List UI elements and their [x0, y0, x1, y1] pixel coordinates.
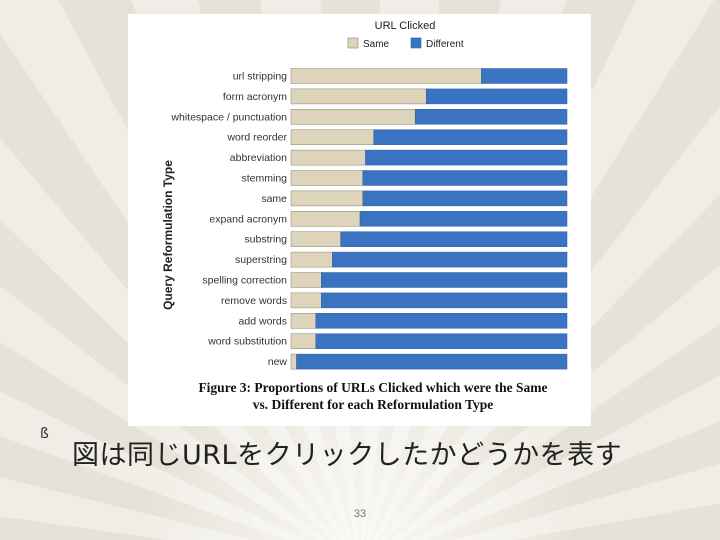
bar-different-14	[296, 353, 568, 370]
bar-same-4	[290, 149, 366, 166]
bar-different-9	[332, 251, 568, 268]
bar-same-5	[290, 170, 364, 186]
bar-same-0	[290, 68, 482, 84]
bar-different-0	[481, 68, 568, 84]
bar-different-11	[321, 292, 568, 309]
tick-label-9: superstring	[235, 254, 287, 266]
tick-label-12: add words	[239, 315, 287, 327]
bar-different-5	[362, 170, 568, 186]
bar-same-9	[290, 251, 333, 268]
tick-label-3: word reorder	[226, 132, 287, 144]
tick-label-1: form acronym	[223, 91, 287, 103]
tick-label-0: url stripping	[233, 71, 287, 83]
bar-same-10	[290, 272, 322, 288]
bar-same-13	[290, 333, 317, 349]
bar-same-12	[290, 313, 317, 329]
legend-label-different: Different	[426, 39, 464, 50]
bar-same-1	[290, 88, 427, 105]
category-tick-labels: url stripping form acronym whitespace / pu…	[170, 71, 287, 369]
bar-different-13	[315, 333, 568, 349]
bar-same-3	[290, 129, 375, 145]
figure-caption-line-1: Figure 3: Proportions of URLs Clicked wh…	[198, 380, 547, 395]
bar-different-8	[340, 231, 568, 247]
bar-same-7	[290, 211, 361, 227]
bar-different-2	[414, 109, 568, 125]
page-number: 33	[353, 508, 367, 520]
bar-group	[290, 68, 568, 370]
legend-label-same: Same	[363, 39, 390, 50]
bar-same-6	[290, 190, 364, 207]
bullet-marker: ß	[40, 426, 49, 442]
bar-different-6	[362, 190, 568, 207]
bar-different-7	[359, 211, 568, 227]
stacked-bar-chart: URL Clicked Same Different Query Reformu…	[161, 20, 568, 412]
tick-label-13: word substitution	[207, 336, 287, 348]
tick-label-14: new	[268, 356, 288, 368]
bar-same-14	[290, 353, 297, 370]
tick-label-10: spelling correction	[202, 275, 287, 287]
tick-label-8: substring	[244, 234, 287, 246]
tick-label-2: whitespace / punctuation	[170, 111, 287, 123]
legend-swatch-different	[410, 37, 422, 49]
figure-caption-line-2: vs. Different for each Reformulation Typ…	[253, 397, 493, 412]
bar-same-8	[290, 231, 341, 247]
bar-different-4	[365, 149, 568, 166]
legend-title: URL Clicked	[375, 20, 436, 32]
tick-label-7: expand acronym	[209, 213, 287, 225]
bar-same-11	[290, 292, 322, 309]
y-axis-title: Query Reformulation Type	[161, 160, 175, 310]
bar-different-10	[321, 272, 568, 288]
bar-different-1	[425, 88, 568, 105]
legend-swatch-same	[347, 37, 359, 49]
tick-label-5: stemming	[241, 173, 287, 185]
bar-same-2	[290, 109, 416, 125]
tick-label-4: abbreviation	[230, 152, 287, 164]
slide-body-text: 図は同じURLをクリックしたかどうかを表す	[72, 440, 623, 471]
bar-different-3	[373, 129, 568, 145]
figure-panel: URL Clicked Same Different Query Reformu…	[128, 14, 591, 426]
tick-label-11: remove words	[221, 295, 287, 307]
bar-different-12	[315, 313, 568, 329]
tick-label-6: same	[261, 193, 287, 205]
